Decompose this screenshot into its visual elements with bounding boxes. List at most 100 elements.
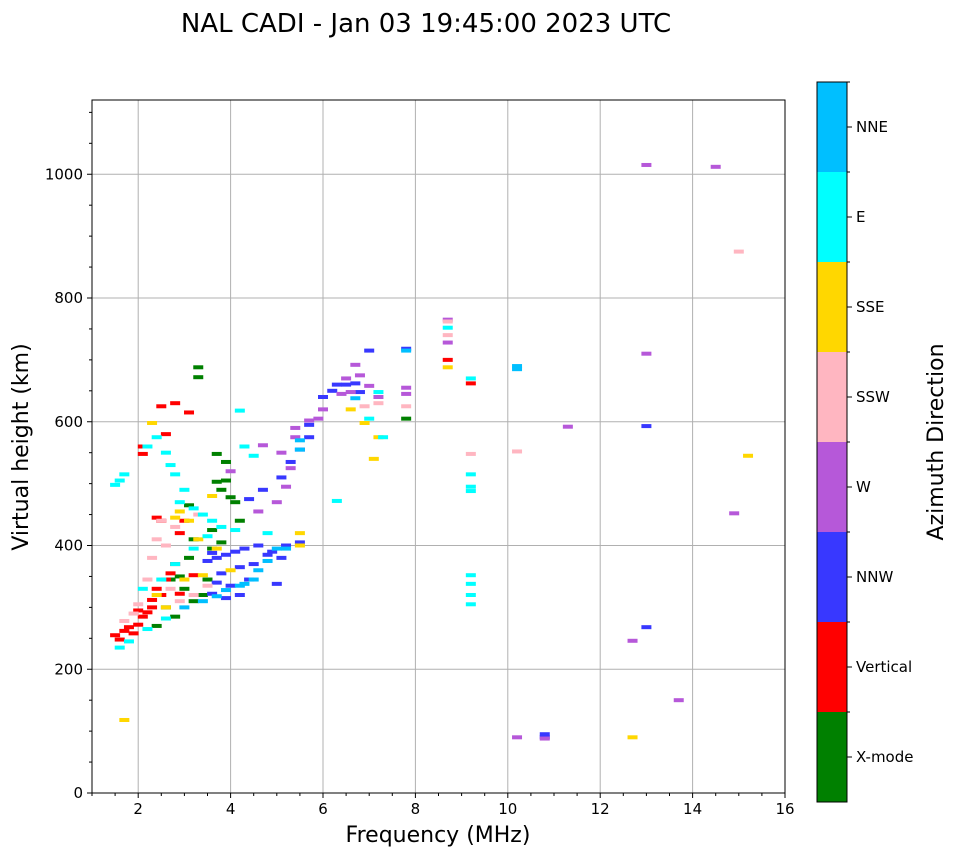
data-point-w bbox=[285, 466, 296, 471]
data-point-nnw bbox=[281, 543, 292, 548]
data-point-w bbox=[710, 164, 721, 169]
y-tick-label: 600 bbox=[54, 413, 83, 431]
data-point-vertical bbox=[147, 605, 158, 610]
data-point-nnw bbox=[262, 552, 273, 557]
data-point-nne bbox=[248, 577, 259, 582]
data-point-x-mode bbox=[174, 574, 185, 579]
data-point-ssw bbox=[733, 249, 744, 254]
x-tick-label: 8 bbox=[411, 800, 421, 818]
data-point-ssw bbox=[151, 537, 162, 542]
data-point-sse bbox=[225, 568, 236, 573]
data-point-x-mode bbox=[216, 540, 227, 545]
data-point-nnw bbox=[341, 382, 352, 387]
data-point-nnw bbox=[364, 348, 375, 353]
data-point-nnw bbox=[318, 395, 328, 399]
data-point-vertical bbox=[133, 622, 144, 627]
data-point-nnw bbox=[230, 549, 241, 554]
data-point-e bbox=[216, 524, 227, 529]
data-point-w bbox=[350, 362, 361, 367]
data-point-x-mode bbox=[211, 479, 222, 484]
data-point-w bbox=[253, 509, 264, 514]
data-point-nnw bbox=[285, 459, 296, 464]
data-point-e bbox=[465, 593, 476, 597]
data-point-ssw bbox=[142, 577, 153, 582]
data-point-x-mode bbox=[170, 614, 181, 619]
data-point-nnw bbox=[257, 487, 268, 492]
data-point-e bbox=[119, 472, 130, 477]
data-point-e bbox=[160, 450, 171, 455]
data-point-e bbox=[465, 484, 476, 489]
data-point-w bbox=[401, 391, 412, 396]
data-point-ssw bbox=[174, 599, 185, 604]
data-point-x-mode bbox=[184, 503, 195, 508]
data-point-nnw bbox=[248, 562, 259, 567]
data-point-x-mode bbox=[207, 528, 218, 533]
data-point-x-mode bbox=[401, 416, 412, 421]
data-point-nnw bbox=[234, 593, 245, 597]
chart-title: NAL CADI - Jan 03 19:45:00 2023 UTC bbox=[181, 9, 671, 39]
data-point-vertical bbox=[128, 631, 139, 636]
data-point-w bbox=[257, 443, 268, 448]
data-point-nnw bbox=[220, 596, 231, 601]
y-tick-label: 400 bbox=[54, 537, 83, 555]
data-point-x-mode bbox=[220, 459, 231, 464]
colorbar-segment bbox=[817, 82, 847, 172]
data-point-ssw bbox=[188, 593, 199, 597]
data-point-nne bbox=[271, 546, 282, 551]
colorbar-tick-label: W bbox=[856, 478, 871, 496]
data-point-e bbox=[142, 444, 153, 449]
x-tick-label: 12 bbox=[591, 800, 610, 818]
colorbar-segment bbox=[817, 622, 847, 712]
data-point-nnw bbox=[327, 388, 338, 393]
data-point-nnw bbox=[244, 497, 255, 502]
data-point-x-mode bbox=[216, 487, 227, 492]
data-point-sse bbox=[184, 518, 195, 523]
x-axis-ticks: 2 4 6 8 10 12 14 16 bbox=[91, 793, 795, 818]
data-point-vertical bbox=[142, 610, 153, 615]
data-point-e bbox=[331, 498, 342, 503]
data-point-ssw bbox=[170, 524, 181, 529]
data-point-nnw bbox=[211, 580, 222, 585]
data-point-sse bbox=[179, 577, 190, 582]
data-point-nnw bbox=[225, 583, 236, 588]
data-point-nnw bbox=[304, 435, 315, 440]
data-point-sse bbox=[151, 593, 162, 597]
data-point-sse bbox=[193, 537, 204, 542]
data-point-vertical bbox=[123, 625, 134, 630]
data-point-w bbox=[281, 484, 292, 489]
x-axis-label: Frequency (MHz) bbox=[346, 823, 531, 848]
y-tick-label: 200 bbox=[54, 660, 83, 678]
data-point-w bbox=[539, 736, 550, 741]
data-point-sse bbox=[147, 420, 158, 425]
y-tick-label: 1000 bbox=[45, 165, 83, 183]
data-point-ssw bbox=[119, 618, 130, 623]
data-point-nne bbox=[211, 594, 222, 599]
data-point-w bbox=[271, 500, 282, 505]
data-point-nnw bbox=[239, 546, 250, 551]
data-point-e bbox=[114, 478, 125, 483]
data-point-w bbox=[290, 435, 301, 440]
data-point-ssw bbox=[465, 451, 476, 456]
data-point-w bbox=[304, 418, 315, 423]
data-point-e bbox=[110, 482, 121, 487]
data-point-w bbox=[318, 407, 328, 412]
data-point-e bbox=[207, 518, 218, 523]
colorbar-segment bbox=[817, 532, 847, 622]
data-point-sse bbox=[207, 494, 218, 498]
data-point-sse bbox=[197, 573, 208, 578]
data-point-w bbox=[290, 425, 301, 430]
colorbar-segment bbox=[817, 442, 847, 532]
colorbar-segment bbox=[817, 262, 847, 352]
data-point-vertical bbox=[160, 432, 171, 437]
grid-lines bbox=[92, 100, 786, 794]
data-point-e bbox=[160, 616, 171, 621]
data-point-e bbox=[465, 581, 476, 586]
data-point-nne bbox=[512, 367, 523, 372]
data-point-e bbox=[137, 586, 148, 591]
data-point-nne bbox=[350, 396, 361, 401]
data-point-nne bbox=[401, 348, 412, 353]
data-point-x-mode bbox=[225, 495, 236, 500]
data-point-nnw bbox=[539, 732, 550, 737]
data-point-w bbox=[627, 638, 638, 643]
data-point-ssw bbox=[133, 602, 144, 607]
